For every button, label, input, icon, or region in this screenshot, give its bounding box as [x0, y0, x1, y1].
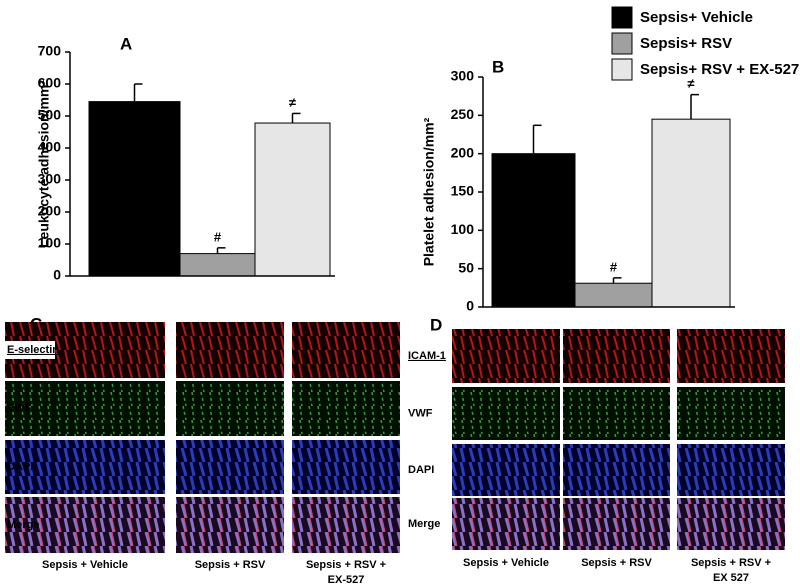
chart-title: A — [120, 34, 132, 53]
y-axis-label: Platelet adhesion/mm² — [421, 117, 437, 266]
row-label: DAPI — [408, 464, 434, 476]
chart-title: B — [492, 57, 504, 76]
micrograph — [292, 322, 400, 378]
row-label: Merge — [408, 518, 440, 530]
y-tick-label: 300 — [38, 171, 62, 187]
micrograph — [677, 387, 785, 440]
legend-label: Sepsis+ Vehicle — [640, 9, 753, 26]
micrograph — [176, 381, 284, 436]
legend-swatch — [611, 32, 633, 55]
row-label: VWF — [408, 407, 433, 419]
annotation: ≠ — [687, 76, 694, 91]
micrograph — [5, 440, 165, 494]
micrograph — [5, 381, 165, 436]
y-tick-label: 100 — [451, 221, 475, 237]
row-label: Merge — [7, 519, 39, 531]
micrograph — [563, 329, 670, 383]
bar — [651, 118, 731, 308]
y-tick-label: 500 — [38, 107, 62, 123]
micrograph — [452, 387, 560, 440]
column-label: Sepsis + RSV + — [691, 557, 771, 569]
row-label: DAPI — [7, 461, 33, 473]
micrograph — [677, 444, 785, 496]
micrograph — [563, 498, 670, 550]
column-label: EX 527 — [713, 572, 749, 583]
row-label: VWF — [7, 402, 32, 414]
bar — [491, 153, 576, 308]
legend-label: Sepsis+ RSV + EX-527 — [640, 61, 799, 78]
micrograph — [677, 329, 785, 383]
micrograph — [176, 322, 284, 378]
y-tick-label: 600 — [38, 75, 62, 91]
micrograph — [292, 440, 400, 494]
bar — [254, 122, 331, 277]
legend-swatch — [611, 58, 633, 81]
bar — [574, 282, 653, 308]
legend-swatch — [611, 6, 633, 29]
row-label: E-selectin — [7, 344, 59, 356]
annotation: # — [214, 229, 222, 244]
y-tick-label: 150 — [451, 183, 475, 199]
panel-label: D — [430, 315, 442, 334]
micrograph — [452, 329, 560, 383]
label-backdrop — [5, 341, 55, 359]
y-tick-label: 250 — [451, 106, 475, 122]
y-tick-label: 0 — [53, 267, 61, 283]
micrograph — [292, 497, 400, 553]
column-label: Sepsis + Vehicle — [463, 557, 549, 569]
micrograph — [563, 444, 670, 496]
row-label: ICAM-1 — [408, 350, 446, 362]
y-tick-label: 200 — [451, 144, 475, 160]
micrograph — [452, 444, 560, 496]
column-label: Sepsis + RSV + — [306, 559, 386, 571]
micrograph — [176, 440, 284, 494]
micrograph — [452, 498, 560, 550]
annotation: # — [610, 259, 618, 274]
bar — [88, 101, 181, 277]
bar — [179, 253, 256, 277]
micrograph — [5, 497, 165, 553]
column-label: Sepsis + Vehicle — [42, 559, 128, 571]
column-label: Sepsis + RSV — [195, 559, 266, 571]
y-tick-label: 400 — [38, 139, 62, 155]
micrograph — [677, 498, 785, 550]
micrograph — [292, 381, 400, 436]
micrograph — [176, 497, 284, 553]
y-tick-label: 50 — [458, 259, 474, 275]
column-label: Sepsis + RSV — [581, 557, 652, 569]
legend-label: Sepsis+ RSV — [640, 35, 732, 52]
micrograph — [563, 387, 670, 440]
y-axis-label: Leukocyte adhesion/mm² — [36, 80, 52, 248]
annotation: ≠ — [289, 95, 296, 110]
y-tick-label: 0 — [466, 298, 474, 314]
y-tick-label: 700 — [38, 43, 62, 59]
y-tick-label: 300 — [451, 68, 475, 84]
y-tick-label: 200 — [38, 203, 62, 219]
y-tick-label: 100 — [38, 235, 62, 251]
column-label: EX-527 — [328, 574, 365, 583]
